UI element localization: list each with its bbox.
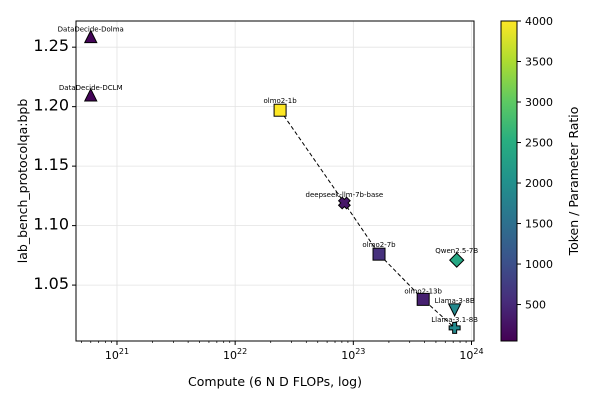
point-label: DataDecide-Dolma — [58, 26, 124, 34]
x-tick-base: 10 — [223, 349, 237, 362]
frontier-line — [279, 109, 455, 329]
data-point-olmo2-13b — [416, 292, 430, 306]
point-label: olmo2-7b — [362, 241, 396, 249]
colorbar-tick-label: 1500 — [525, 218, 553, 231]
data-point-qwen2-5-7b — [449, 252, 465, 268]
point-label: Llama-3-8B — [435, 297, 475, 305]
data-point-datadecide-dclm — [83, 87, 98, 102]
x-axis-label: Compute (6 N D FLOPs, log) — [188, 374, 362, 389]
point-label: DataDecide-DCLM — [59, 84, 123, 92]
point-label: olmo2-1b — [263, 97, 297, 105]
y-axis-ticks: 1.05 1.10 1.15 1.20 1.25 — [33, 36, 76, 293]
colorbar-tick-label: 2500 — [525, 137, 553, 150]
y-tick-label: 1.20 — [33, 96, 69, 115]
x-tick-exponent: 22 — [237, 347, 247, 356]
x-tick-base: 10 — [105, 349, 119, 362]
colorbar-label: Token / Parameter Ratio — [566, 107, 581, 257]
colorbar-tick-label: 2000 — [525, 177, 553, 190]
x-axis-ticks: 1021 1022 1023 1024 — [81, 341, 484, 362]
y-tick-label: 1.10 — [33, 215, 69, 234]
data-point-deepseek-llm-7b-base — [337, 196, 351, 210]
data-point-llama-3-8b — [447, 303, 462, 317]
point-label: deepseek-llm-7b-base — [306, 191, 384, 199]
plot-frame — [75, 20, 475, 342]
y-tick-label: 1.15 — [33, 155, 69, 174]
data-points — [83, 29, 465, 334]
x-tick-label: 1024 — [459, 347, 483, 362]
x-tick-base: 10 — [341, 349, 355, 362]
y-axis-label: lab_bench_protocolqa:bpb — [15, 99, 30, 264]
grid-lines — [76, 21, 474, 341]
data-point-olmo2-1b — [273, 103, 287, 117]
x-tick-exponent: 21 — [119, 347, 129, 356]
colorbar — [500, 20, 518, 342]
colorbar-tick-label: 3000 — [525, 96, 553, 109]
colorbar-tick-label: 1000 — [525, 258, 553, 271]
x-tick-label: 1021 — [105, 347, 129, 362]
x-tick-base: 10 — [459, 349, 473, 362]
point-label: olmo2-13b — [404, 287, 442, 295]
y-tick-label: 1.05 — [33, 274, 69, 293]
point-labels: DataDecide-Dolma DataDecide-DCLM olmo2-1b d… — [58, 26, 479, 324]
point-label: Llama-3.1-8B — [431, 316, 478, 324]
data-point-llama-3-1-8b — [448, 321, 461, 334]
x-tick-exponent: 24 — [473, 347, 483, 356]
data-point-olmo2-7b — [372, 247, 386, 261]
colorbar-tick-label: 500 — [525, 299, 546, 312]
colorbar-gradient — [500, 20, 518, 342]
colorbar-ticks: 500 1000 1500 2000 2500 3000 3500 4000 — [517, 15, 553, 312]
colorbar-tick-label: 3500 — [525, 56, 553, 69]
data-point-datadecide-dolma — [83, 29, 98, 44]
x-tick-exponent: 23 — [355, 347, 365, 356]
x-tick-label: 1022 — [223, 347, 247, 362]
x-tick-label: 1023 — [341, 347, 365, 362]
frontier-dashed-line — [279, 109, 455, 329]
y-tick-label: 1.25 — [33, 36, 69, 55]
point-label: Qwen2.5-7B — [435, 247, 478, 255]
colorbar-tick-label: 4000 — [525, 15, 553, 28]
